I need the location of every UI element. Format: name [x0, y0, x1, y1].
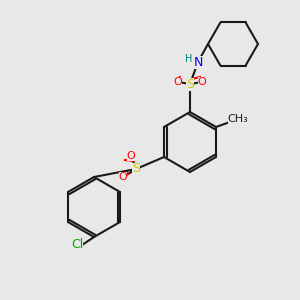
Text: O: O	[174, 77, 182, 87]
Text: O: O	[127, 151, 135, 161]
Text: CH₃: CH₃	[228, 114, 248, 124]
Text: O: O	[118, 172, 127, 182]
Text: Cl: Cl	[71, 238, 83, 251]
Text: N: N	[193, 56, 203, 68]
Text: S: S	[186, 77, 194, 91]
Text: O: O	[198, 77, 206, 87]
Text: S: S	[132, 163, 140, 176]
Text: H: H	[184, 54, 192, 64]
